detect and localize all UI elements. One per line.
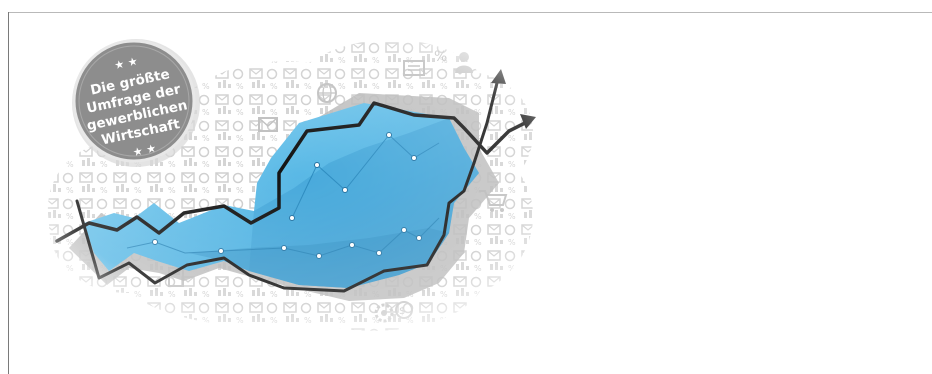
survey-banner-image: % $ (9, 13, 585, 336)
top-divider (8, 12, 932, 13)
left-border (8, 12, 9, 374)
badge-stars-top: ★ ★ (113, 55, 139, 73)
badge-stars-bottom: ★ ★ (132, 142, 158, 160)
survey-badge: ★ ★ Die größte Umfrage der gewerblichen … (72, 39, 200, 167)
banner-illustration: % $ (9, 13, 585, 336)
